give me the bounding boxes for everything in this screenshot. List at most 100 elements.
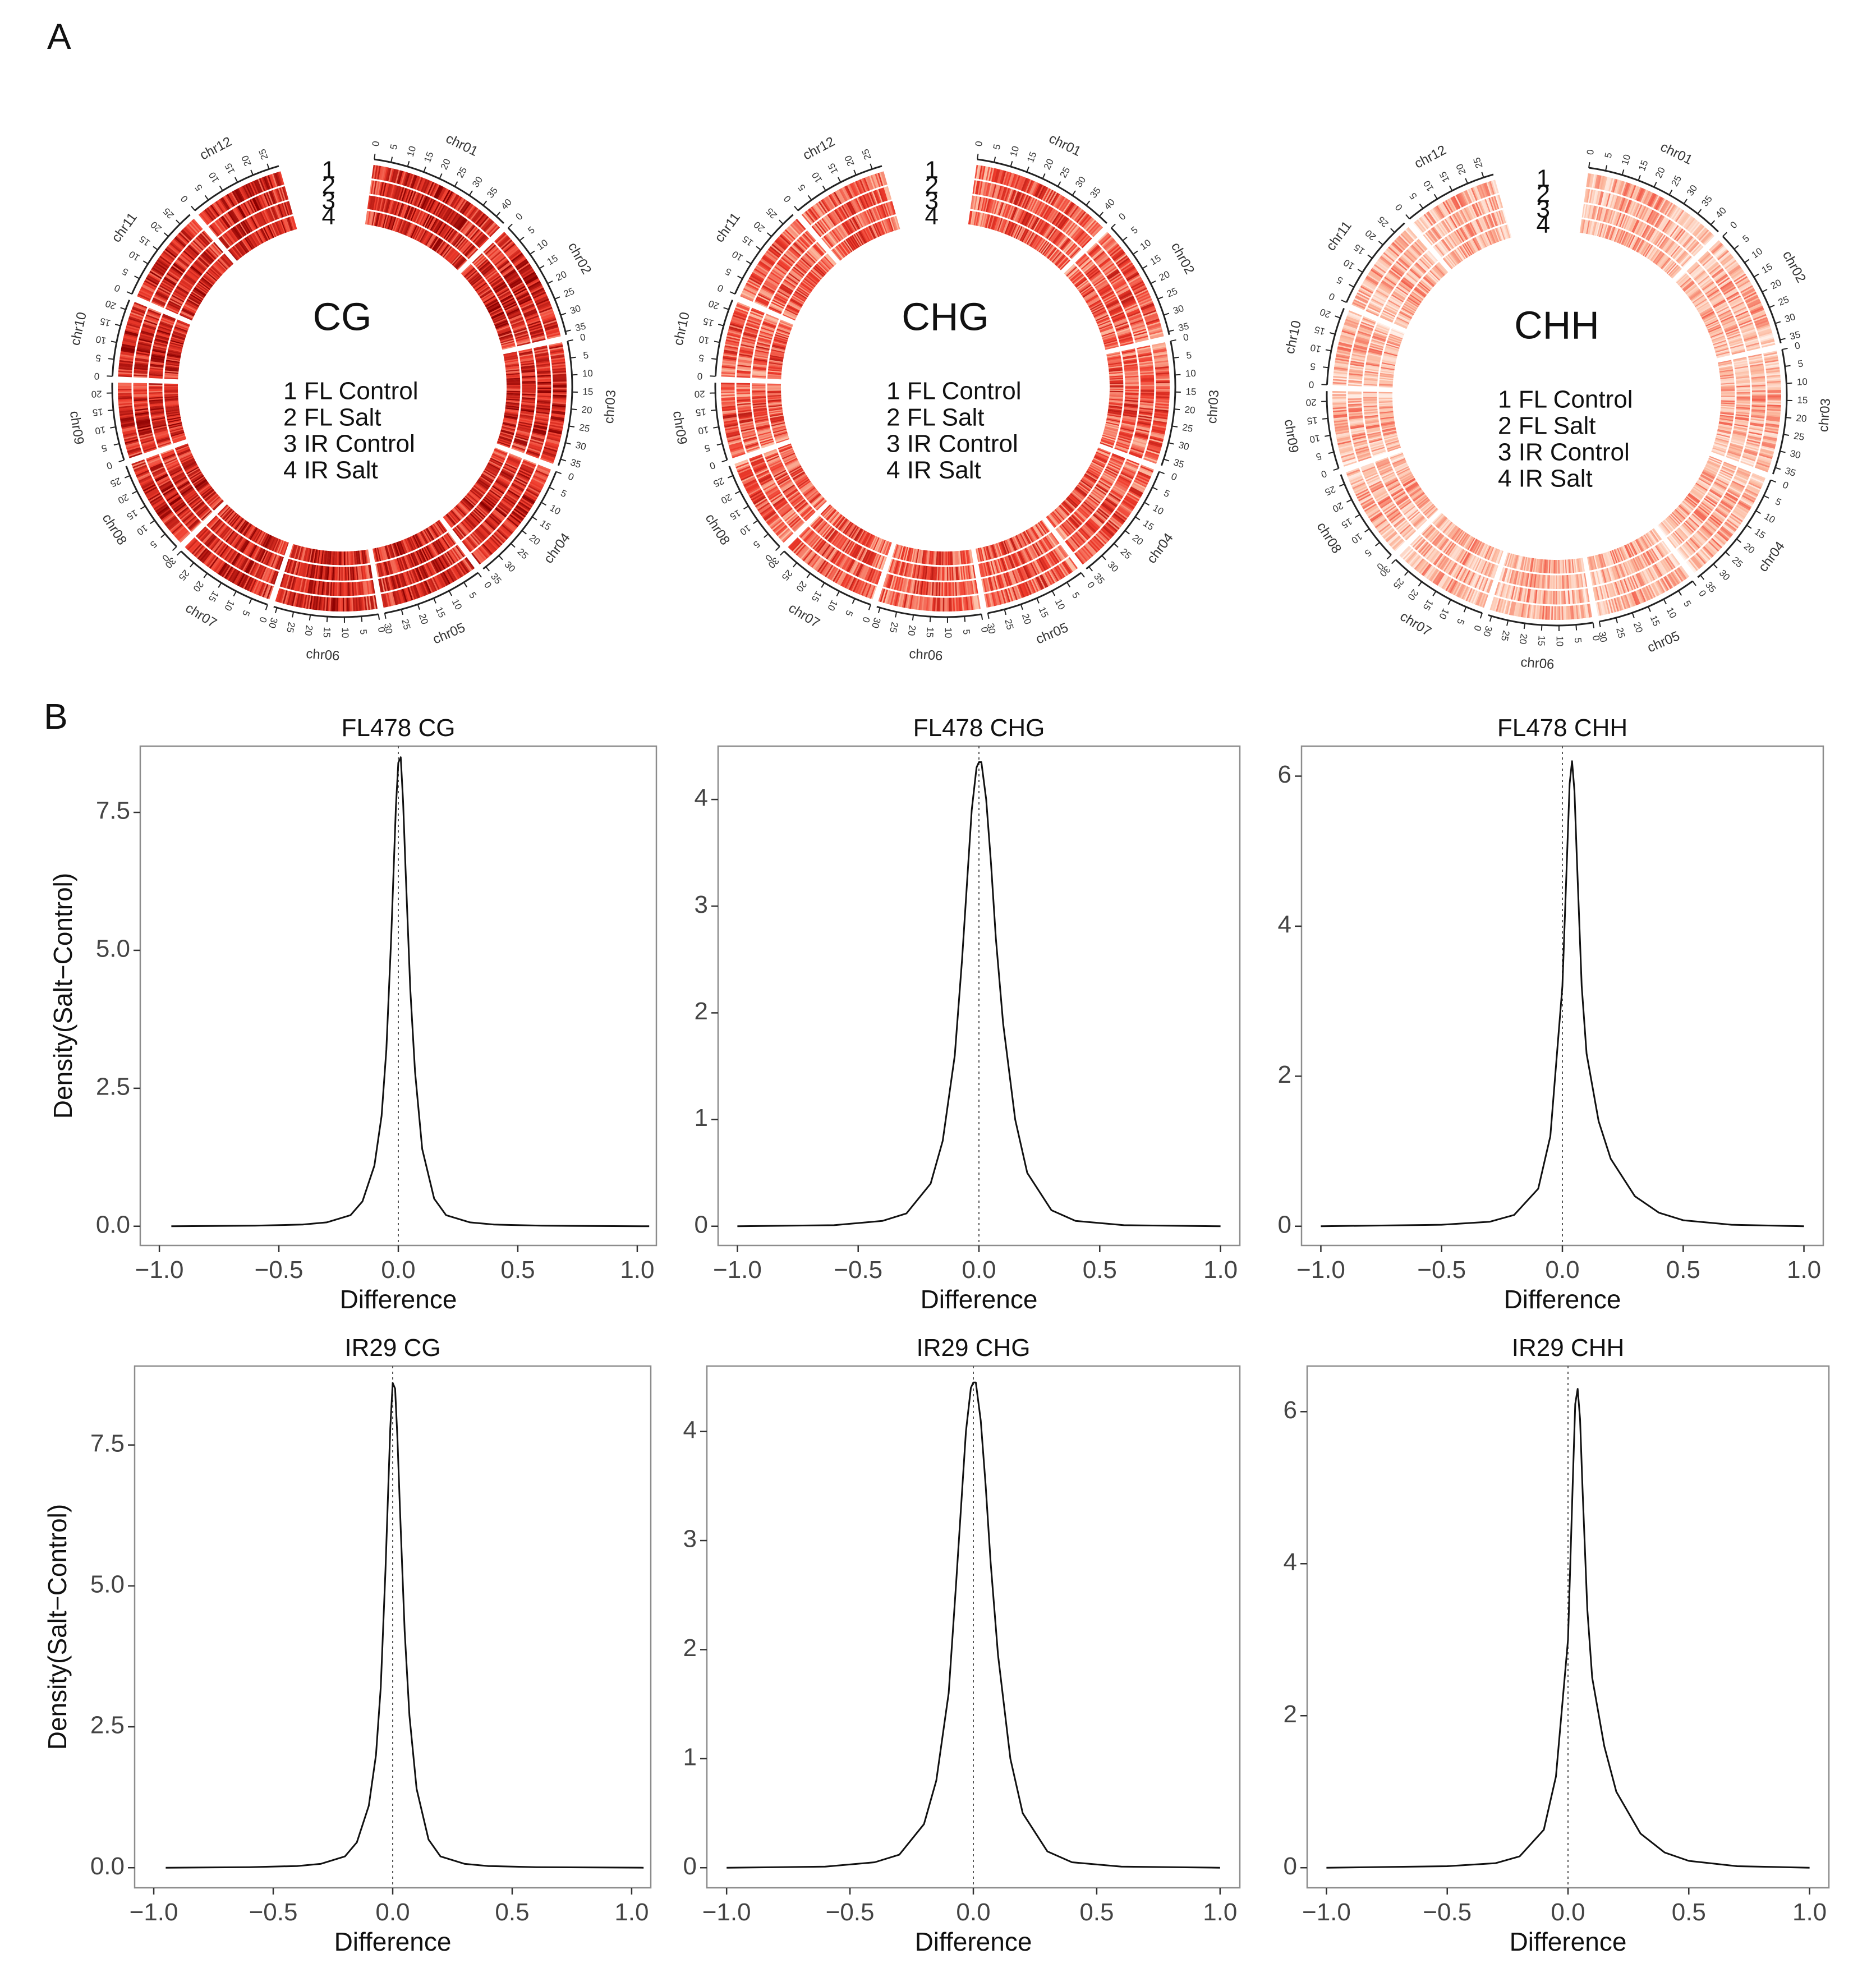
heat-bin	[1138, 416, 1152, 421]
heat-bin	[406, 206, 412, 220]
heat-bin	[1068, 495, 1079, 506]
heat-bin	[1033, 183, 1041, 196]
heat-bin	[525, 315, 539, 321]
heat-bin	[181, 309, 195, 317]
heat-bin	[435, 185, 443, 199]
heat-bin	[1063, 240, 1073, 252]
heat-bin	[134, 399, 148, 402]
heat-bin	[1133, 480, 1147, 488]
heat-bin	[443, 516, 453, 527]
heat-bin	[161, 281, 174, 289]
heat-bin	[1116, 443, 1130, 449]
heat-bin	[1076, 279, 1088, 289]
heat-bin	[380, 546, 385, 560]
heat-bin	[220, 564, 229, 577]
heat-bin	[296, 545, 301, 560]
heat-bin	[516, 292, 529, 300]
heat-bin	[1100, 288, 1113, 297]
heat-bin	[553, 380, 567, 382]
heat-bin	[1067, 558, 1077, 571]
heat-bin	[373, 165, 377, 179]
heat-bin	[1152, 345, 1166, 350]
heat-bin	[445, 514, 456, 526]
heat-bin	[1139, 407, 1153, 411]
heat-bin	[1115, 284, 1128, 293]
heat-bin	[224, 195, 233, 208]
heat-bin	[520, 358, 534, 362]
heat-bin	[133, 383, 148, 385]
heat-bin	[1107, 355, 1121, 359]
heat-bin	[1109, 367, 1123, 370]
heat-bin	[232, 191, 240, 204]
heat-bin	[1030, 579, 1037, 593]
heat-bin	[1118, 477, 1131, 485]
heat-bin	[1088, 270, 1101, 280]
heat-bin	[1095, 252, 1107, 263]
heat-bin	[161, 317, 175, 324]
heat-bin	[1105, 497, 1118, 507]
heat-bin	[1061, 219, 1071, 231]
heat-bin	[995, 217, 1001, 231]
heat-bin	[1025, 179, 1032, 193]
heat-bin	[448, 212, 458, 224]
heat-bin	[354, 582, 357, 596]
chromosome-axis-arc	[125, 466, 177, 548]
heat-bin	[489, 226, 500, 237]
heat-bin	[491, 252, 504, 263]
heat-bin	[1155, 369, 1169, 373]
heat-bin	[245, 237, 254, 250]
heat-bin	[187, 468, 200, 477]
heat-bin	[231, 515, 241, 527]
heat-bin	[1047, 247, 1057, 259]
heat-bin	[1107, 494, 1120, 503]
heat-bin	[433, 220, 442, 233]
heat-bin	[493, 254, 505, 264]
heat-bin	[1121, 420, 1136, 425]
heat-bin	[1107, 361, 1122, 365]
heat-bin	[456, 504, 467, 516]
heat-bin	[1025, 196, 1033, 210]
heat-bin	[1120, 296, 1134, 304]
heat-bin	[435, 240, 445, 253]
heat-bin	[442, 571, 450, 585]
heat-bin	[173, 526, 185, 536]
heat-bin	[228, 513, 238, 525]
heat-bin	[273, 555, 279, 569]
heat-bin	[390, 544, 397, 558]
heat-bin	[523, 493, 537, 502]
heat-bin	[518, 264, 531, 273]
heat-bin	[266, 569, 273, 583]
heat-bin	[451, 254, 462, 265]
track-number: 3	[322, 187, 335, 214]
heat-bin	[1139, 401, 1154, 403]
heat-bin	[242, 203, 250, 216]
heat-bin	[418, 566, 426, 580]
heat-bin	[1006, 188, 1013, 203]
heat-bin	[1120, 341, 1134, 346]
heat-bin	[521, 403, 535, 406]
heat-bin	[139, 431, 153, 436]
heat-bin	[496, 287, 509, 296]
heat-bin	[195, 237, 206, 248]
heat-bin	[285, 218, 291, 232]
heat-bin	[254, 196, 262, 210]
heat-bin	[479, 216, 489, 228]
heat-bin	[256, 581, 264, 595]
heat-bin	[172, 525, 184, 535]
heat-bin	[187, 298, 200, 307]
heat-bin	[1109, 402, 1123, 405]
heat-bin	[1086, 498, 1097, 508]
heat-bin	[1071, 491, 1083, 502]
heat-bin	[364, 581, 367, 595]
heat-bin	[1151, 431, 1165, 436]
heat-bin	[149, 390, 163, 393]
chromosome-tick-label: 0	[1170, 471, 1179, 482]
heat-bin	[487, 224, 498, 236]
heat-bin	[160, 254, 173, 264]
heat-bin	[513, 328, 527, 334]
chromosome-tick-label: 15	[582, 387, 593, 397]
heat-bin	[320, 565, 324, 580]
heat-bin	[980, 181, 985, 196]
heat-bin	[188, 540, 199, 551]
heat-bin	[453, 255, 463, 266]
